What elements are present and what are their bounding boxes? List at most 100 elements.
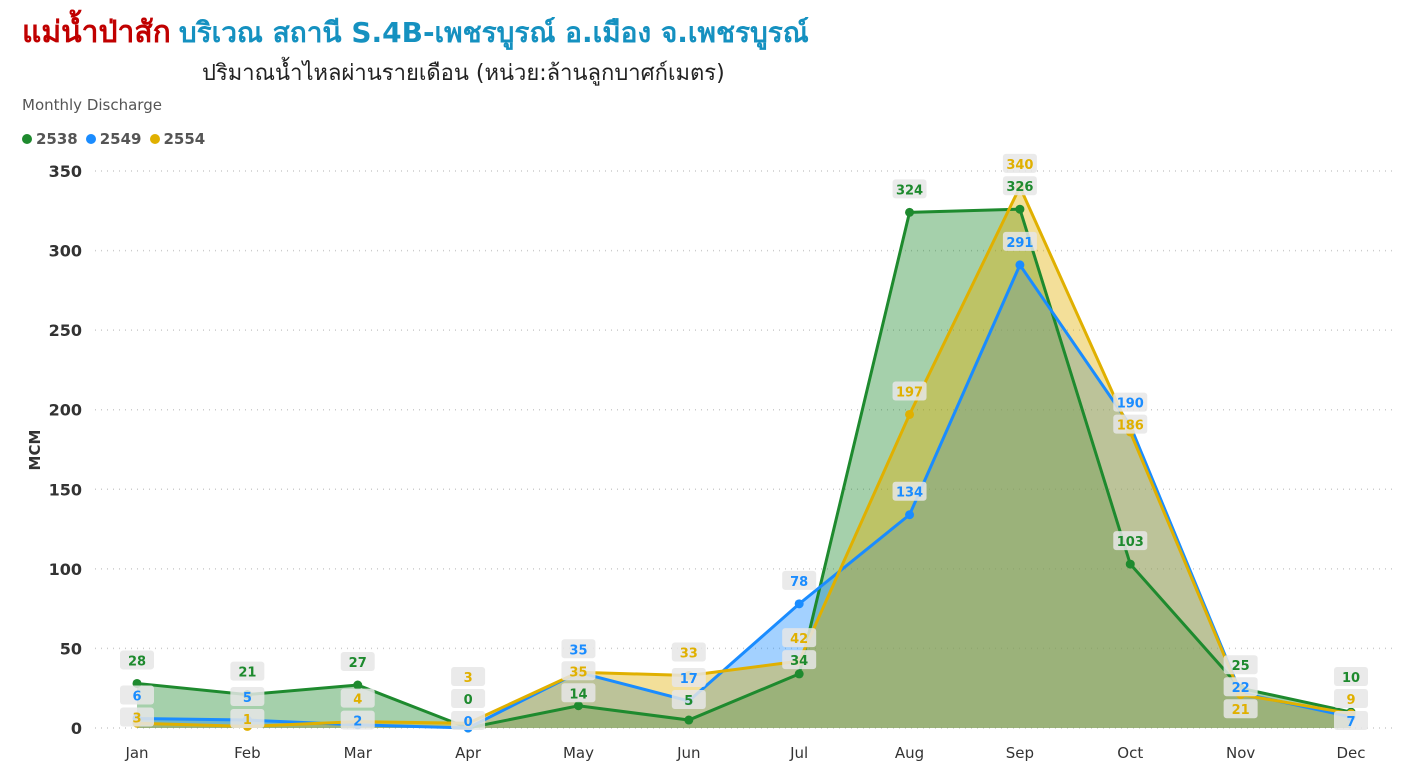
data-label-bg	[671, 689, 706, 709]
data-label-bg	[451, 689, 486, 708]
point-2549	[905, 510, 915, 520]
legend-item-2538[interactable]: 2538	[22, 130, 78, 148]
data-label: 33	[680, 646, 698, 661]
x-tick-label: Nov	[1226, 744, 1255, 762]
point-2554	[905, 409, 915, 419]
data-label-2538: 326	[1002, 176, 1037, 196]
data-label-2538: 25	[1223, 655, 1258, 675]
y-tick-label: 50	[60, 639, 82, 658]
data-label: 340	[1006, 158, 1033, 173]
point-2538	[1015, 204, 1025, 214]
data-label-2549: 17	[671, 667, 706, 687]
data-label-2554: 42	[782, 628, 817, 648]
y-axis-label: MCM	[26, 430, 44, 471]
x-tick-label: Feb	[234, 744, 261, 762]
data-label-bg	[782, 650, 817, 670]
x-tick-label: Jul	[789, 744, 808, 762]
data-label: 291	[1006, 236, 1033, 251]
data-label: 3	[464, 671, 473, 686]
data-label-bg	[782, 570, 817, 590]
page-title: แม่น้ำป่าสัก บริเวณ สถานี S.4B-เพชรบูรณ์ …	[22, 14, 809, 52]
point-2549	[794, 599, 804, 609]
data-label-2549: 7	[1334, 711, 1368, 730]
data-label-2549: 5	[230, 687, 265, 707]
area-2538	[137, 209, 1351, 729]
data-label: 21	[1232, 703, 1250, 718]
data-label-2554: 186	[1113, 414, 1148, 434]
data-label: 3	[132, 711, 141, 726]
data-label-bg	[340, 710, 375, 730]
data-label-bg	[120, 650, 154, 670]
point-2549	[1015, 260, 1025, 270]
line-2554	[136, 183, 1352, 728]
data-label: 35	[569, 665, 587, 680]
data-label: 9	[1346, 693, 1355, 708]
data-label: 5	[243, 691, 252, 706]
data-label-bg	[1223, 677, 1258, 697]
data-label: 4	[353, 693, 362, 708]
page-subtitle: ปริมาณน้ำไหลผ่านรายเดือน (หน่วย:ล้านลูกบ…	[202, 61, 725, 86]
point-2538	[684, 715, 694, 725]
data-label-2549: 35	[561, 639, 596, 659]
data-label: 134	[896, 486, 923, 501]
data-label-2549: 134	[892, 481, 927, 501]
data-label-2538: 27	[340, 652, 375, 672]
data-label-bg	[561, 661, 596, 681]
legend-label: 2538	[36, 130, 78, 148]
data-label-bg	[451, 711, 486, 730]
x-tick-label: Dec	[1336, 744, 1365, 762]
data-label-2538: 103	[1113, 531, 1148, 551]
data-label: 197	[896, 385, 923, 400]
data-label-2549: 78	[782, 570, 817, 590]
data-label-2538: 5	[671, 689, 706, 709]
data-label-2554: 197	[892, 381, 927, 401]
data-label: 10	[1342, 671, 1360, 686]
data-label-bg	[782, 628, 817, 648]
data-label: 34	[790, 654, 808, 669]
data-label-bg	[1113, 531, 1148, 551]
data-label-bg	[340, 652, 375, 672]
data-label: 0	[464, 715, 473, 730]
data-label: 35	[569, 643, 587, 658]
data-label: 324	[896, 183, 923, 198]
x-tick-label: Mar	[344, 744, 373, 762]
area-2549	[137, 264, 1351, 728]
data-label: 6	[132, 689, 141, 704]
data-label-2538: 14	[561, 683, 596, 703]
legend-item-2554[interactable]: 2554	[149, 130, 205, 148]
x-tick-label: Sep	[1006, 744, 1034, 762]
data-label-bg	[1334, 689, 1368, 708]
line-2549	[136, 261, 1352, 730]
data-label-bg	[120, 707, 154, 727]
data-label-bg	[671, 642, 706, 662]
data-label-bg	[1334, 711, 1368, 730]
data-label-bg	[561, 683, 596, 703]
data-label-bg	[1113, 414, 1148, 434]
point-2538	[353, 680, 363, 690]
data-label-2538: 10	[1334, 667, 1368, 686]
legend-item-2549[interactable]: 2549	[85, 130, 142, 148]
data-label-bg	[1002, 231, 1037, 251]
data-label: 326	[1006, 180, 1033, 195]
data-label: 0	[464, 693, 473, 708]
x-tick-label: Aug	[895, 744, 924, 762]
line-2538	[136, 207, 1352, 730]
data-label-2554: 21	[1223, 699, 1258, 719]
data-label-2549: 6	[120, 685, 154, 705]
legend-marker	[149, 134, 160, 144]
data-label: 25	[1232, 659, 1250, 674]
data-label-bg	[892, 381, 927, 401]
y-tick-label: 200	[49, 401, 82, 420]
data-label-2538: 0	[451, 689, 486, 708]
data-label: 14	[569, 687, 587, 702]
point-2538	[573, 701, 583, 711]
data-label-2549: 2	[340, 710, 375, 730]
data-label: 103	[1117, 535, 1144, 550]
data-label: 22	[1232, 681, 1250, 696]
title-station: บริเวณ สถานี S.4B-เพชรบูรณ์ อ.เมือง จ.เพ…	[178, 16, 809, 49]
data-label: 186	[1117, 419, 1144, 434]
chart-title: Monthly Discharge	[22, 96, 162, 114]
data-label-bg	[1334, 667, 1368, 686]
data-label-bg	[561, 639, 596, 659]
data-label-2554: 33	[671, 642, 706, 662]
